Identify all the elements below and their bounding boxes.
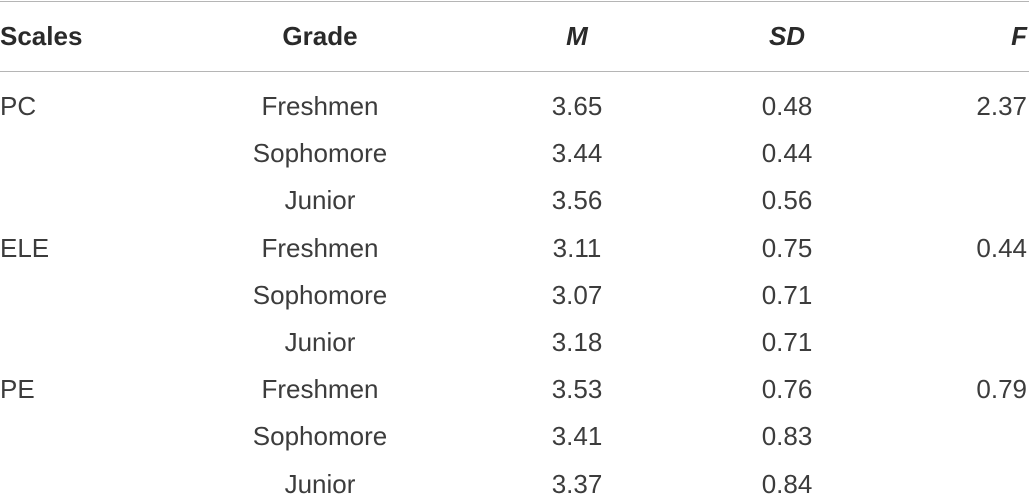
grade-cell: Sophomore: [252, 138, 388, 169]
mean-cell: 3.11: [552, 232, 602, 263]
mean-cell: 3.56: [551, 185, 603, 216]
mean-cell: 3.18: [551, 327, 603, 357]
header-rule: [0, 71, 1029, 72]
scale-cell: PC: [0, 91, 37, 121]
scale-cell: ELE: [0, 232, 50, 263]
header-cell: Scales: [0, 21, 83, 51]
header-cell: M: [566, 21, 588, 51]
grade-cell: Sophomore: [252, 279, 388, 310]
header-cell: SD: [768, 21, 806, 51]
sd-cell: 0.71: [761, 279, 813, 310]
grade-cell: Freshmen: [261, 232, 379, 263]
sd-cell: 0.44: [761, 138, 813, 169]
mean-cell: 3.41: [551, 421, 603, 452]
sd-cell: 0.83: [761, 421, 813, 452]
top-rule: [0, 1, 1029, 2]
mean-cell: 3.44: [551, 138, 603, 169]
mean-cell: 3.65: [551, 91, 603, 121]
mean-cell: 3.07: [551, 279, 603, 310]
sd-cell: 0.75: [761, 232, 813, 263]
header-cell: F: [1011, 21, 1027, 51]
scale-cell: PE: [0, 374, 35, 405]
sd-cell: 0.84: [761, 468, 813, 499]
mean-cell: 3.53: [551, 374, 603, 405]
grade-cell: Freshmen: [261, 91, 379, 121]
grade-cell: Junior: [284, 185, 356, 216]
sd-cell: 0.76: [761, 374, 813, 405]
f-cell: 0.79: [976, 374, 1027, 405]
f-cell: 0.44: [976, 232, 1027, 263]
grade-cell: Sophomore: [252, 421, 388, 452]
sd-cell: 0.56: [761, 185, 813, 216]
mean-cell: 3.37: [551, 468, 603, 499]
header-cell: Grade: [282, 21, 358, 51]
sd-cell: 0.48: [761, 91, 813, 121]
sd-cell: 0.71: [761, 327, 813, 357]
grade-cell: Junior: [284, 468, 356, 499]
f-cell: 2.37: [976, 91, 1027, 121]
grade-cell: Freshmen: [261, 374, 379, 405]
grade-cell: Junior: [284, 327, 356, 357]
